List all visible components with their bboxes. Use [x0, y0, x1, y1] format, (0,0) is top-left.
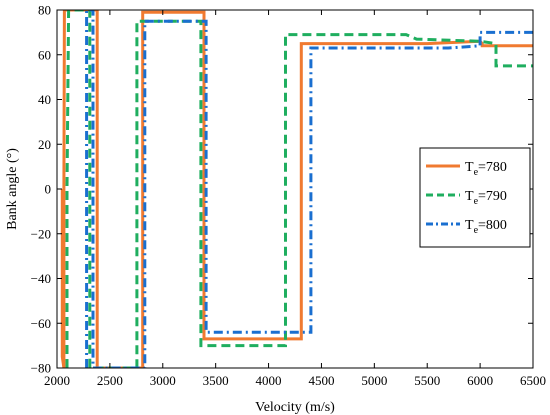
y-tick-label: −80 [31, 361, 51, 376]
legend-label: Te=790 [465, 189, 507, 207]
y-tick-label: −20 [31, 226, 51, 241]
series-line-te-800 [85, 10, 533, 368]
y-tick-label: 20 [38, 137, 51, 152]
x-tick-label: 3000 [150, 373, 176, 388]
x-tick-label: 6500 [520, 373, 546, 388]
y-tick-label: 40 [38, 92, 51, 107]
y-tick-label: −40 [31, 271, 51, 286]
x-tick-label: 4500 [308, 373, 334, 388]
x-axis-title: Velocity (m/s) [255, 400, 335, 415]
legend: Te=780 Te=790 Te=800 [419, 147, 531, 248]
y-tick-label: 80 [38, 3, 51, 18]
x-tick-label: 4000 [256, 373, 282, 388]
x-tick-label: 3500 [203, 373, 229, 388]
y-tick-label: 0 [45, 182, 52, 197]
y-axis-title: Bank angle (°) [5, 148, 20, 230]
axes: 2000 2500 3000 3500 4000 4500 5000 5500 6000 6500… [31, 3, 546, 389]
plot-area [60, 10, 533, 368]
x-tick-label: 5500 [414, 373, 440, 388]
x-tick-label: 2500 [97, 373, 123, 388]
y-tick-label: −60 [31, 316, 51, 331]
x-tick-label: 6000 [467, 373, 493, 388]
y-tick-label: 60 [38, 47, 51, 62]
legend-label: Te=780 [465, 160, 507, 178]
legend-label: Te=800 [465, 218, 507, 236]
x-tick-label: 5000 [361, 373, 387, 388]
x-tick-label: 2000 [44, 373, 70, 388]
